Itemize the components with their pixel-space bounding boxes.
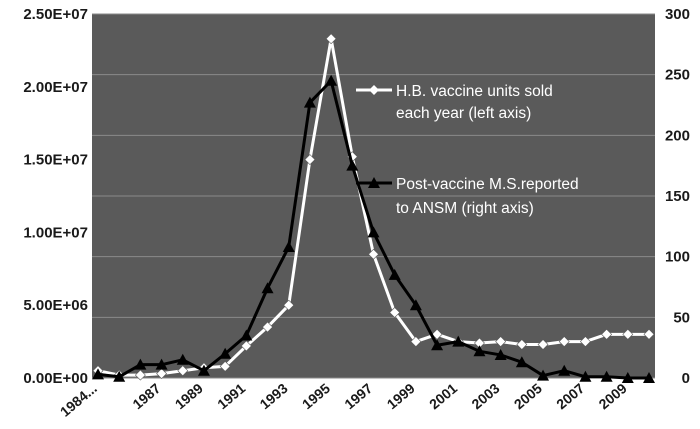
data-point-triangle bbox=[452, 335, 465, 347]
data-point-triangle bbox=[113, 370, 126, 382]
data-point-triangle bbox=[155, 358, 168, 370]
x-axis-ticks: 1984... 1987 1989 1991 1993 1995 1997 1999 2001 2… bbox=[57, 380, 630, 420]
data-point-diamond bbox=[219, 360, 231, 372]
left-axis-tick-label: 1.00E+07 bbox=[23, 224, 88, 241]
data-point-diamond bbox=[579, 336, 591, 348]
data-point-triangle bbox=[515, 356, 528, 368]
left-axis-tick-label: 5.00E+06 bbox=[23, 297, 88, 314]
x-axis-tick-label: 1987 bbox=[129, 380, 163, 412]
data-point-diamond bbox=[240, 340, 252, 352]
legend-entry-ms: Post-vaccine M.S.reported to ANSM (right… bbox=[356, 176, 579, 217]
data-point-diamond bbox=[325, 33, 337, 45]
legend-swatch-vaccine-marker bbox=[369, 85, 379, 95]
x-axis-tick-label: 1997 bbox=[341, 380, 375, 412]
data-point-triangle bbox=[176, 353, 189, 365]
x-axis-tick-label: 1991 bbox=[214, 380, 248, 412]
series-ms-reports bbox=[92, 74, 655, 383]
right-axis-tick-label: 150 bbox=[665, 188, 690, 205]
data-point-diamond bbox=[304, 154, 316, 166]
data-point-triangle bbox=[537, 369, 550, 381]
data-point-diamond bbox=[156, 368, 168, 380]
x-axis-tick-label: 2007 bbox=[553, 380, 587, 412]
data-point-diamond bbox=[516, 339, 528, 350]
left-axis-tick-label: 2.50E+07 bbox=[23, 6, 88, 23]
data-point-triangle bbox=[600, 370, 613, 382]
data-point-triangle bbox=[240, 329, 253, 341]
data-point-triangle bbox=[219, 347, 232, 359]
data-point-triangle bbox=[473, 345, 486, 357]
data-point-diamond bbox=[410, 336, 422, 348]
data-point-triangle bbox=[346, 159, 359, 171]
left-axis-tick-label: 2.00E+07 bbox=[23, 79, 88, 96]
x-axis-tick-label: 2003 bbox=[468, 380, 502, 412]
right-axis-tick-label: 300 bbox=[665, 6, 690, 23]
right-axis-tick-label: 50 bbox=[673, 309, 690, 326]
data-point-triangle bbox=[621, 372, 634, 383]
data-point-triangle bbox=[134, 358, 147, 370]
legend-label-ms-line-1: Post-vaccine M.S.reported bbox=[396, 176, 579, 193]
legend-entry-vaccine: H.B. vaccine units sold each year (left … bbox=[356, 83, 553, 122]
legend: H.B. vaccine units sold each year (left … bbox=[356, 83, 579, 217]
x-axis-tick-label: 1999 bbox=[384, 380, 418, 412]
right-axis-tick-label: 200 bbox=[665, 127, 690, 144]
x-axis-tick-label: 1993 bbox=[257, 380, 291, 412]
data-point-diamond bbox=[643, 328, 655, 340]
legend-swatch-ms-marker bbox=[368, 177, 380, 188]
x-axis-tick-label: 1995 bbox=[299, 380, 333, 412]
left-axis-ticks: 0.00E+00 5.00E+06 1.00E+07 1.50E+07 2.00E+07… bbox=[23, 6, 88, 387]
data-point-diamond bbox=[262, 321, 273, 333]
series-layer bbox=[92, 33, 655, 383]
data-point-triangle bbox=[261, 282, 274, 294]
right-axis-tick-label: 100 bbox=[665, 249, 690, 266]
x-axis-tick-label: 2005 bbox=[511, 380, 545, 412]
data-point-diamond bbox=[134, 369, 146, 381]
right-axis-tick-label: 250 bbox=[665, 67, 690, 84]
data-point-triangle bbox=[409, 299, 422, 311]
left-axis-tick-label: 1.50E+07 bbox=[23, 152, 88, 169]
data-point-triangle bbox=[388, 268, 401, 280]
legend-label-vaccine-line-2: each year (left axis) bbox=[396, 105, 531, 122]
right-axis-ticks: 0 50 100 150 200 250 300 bbox=[665, 6, 690, 387]
data-point-triangle bbox=[579, 370, 592, 382]
right-axis-tick-label: 0 bbox=[682, 370, 690, 387]
data-point-triangle bbox=[303, 96, 316, 108]
x-axis-tick-label: 2009 bbox=[596, 380, 630, 412]
data-point-diamond bbox=[389, 307, 401, 318]
data-point-triangle bbox=[325, 74, 338, 86]
data-point-triangle bbox=[431, 339, 444, 351]
x-axis-tick-label: 1989 bbox=[172, 380, 206, 412]
data-point-diamond bbox=[601, 328, 613, 340]
data-point-triangle bbox=[643, 372, 655, 383]
data-point-triangle bbox=[494, 348, 507, 360]
legend-label-ms-line-2: to ANSM (right axis) bbox=[396, 200, 534, 217]
data-point-diamond bbox=[495, 336, 507, 348]
x-axis-tick-label: 2001 bbox=[426, 380, 460, 412]
data-point-diamond bbox=[558, 336, 570, 348]
data-point-triangle bbox=[282, 240, 295, 252]
data-point-triangle bbox=[558, 364, 571, 376]
data-point-triangle bbox=[92, 368, 104, 380]
data-point-triangle bbox=[197, 364, 210, 376]
data-point-triangle bbox=[367, 226, 380, 238]
legend-label-vaccine-line-1: H.B. vaccine units sold bbox=[396, 83, 553, 100]
data-point-diamond bbox=[283, 299, 295, 311]
data-point-diamond bbox=[368, 248, 379, 260]
data-point-diamond bbox=[177, 365, 189, 377]
left-axis-tick-label: 0.00E+00 bbox=[23, 370, 88, 387]
data-point-diamond bbox=[622, 328, 634, 340]
data-point-diamond bbox=[537, 339, 549, 350]
